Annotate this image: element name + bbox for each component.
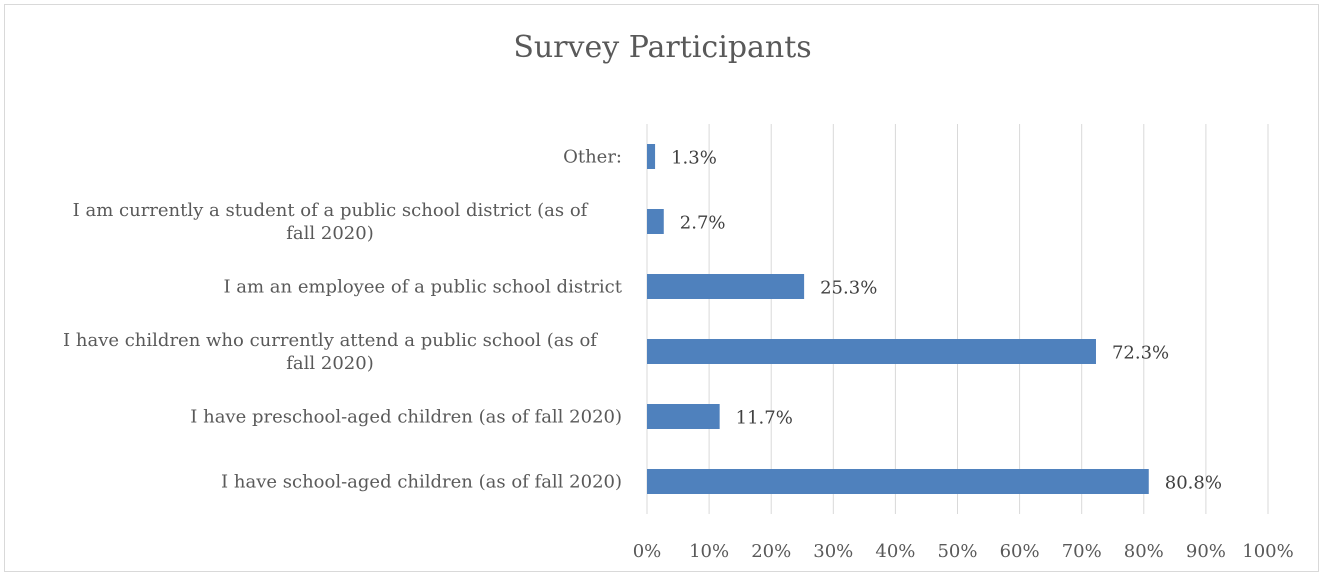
bar xyxy=(647,404,720,429)
data-label: 80.8% xyxy=(1165,473,1222,494)
data-label: 11.7% xyxy=(736,408,793,429)
category-label: I have preschool-aged children (as of fa… xyxy=(190,407,622,428)
bar xyxy=(647,274,805,299)
x-tick-label: 0% xyxy=(633,541,662,562)
x-tick-label: 100% xyxy=(1242,541,1293,562)
category-label-line: fall 2020) xyxy=(286,353,373,374)
x-tick-label: 90% xyxy=(1186,541,1226,562)
data-label: 1.3% xyxy=(671,148,717,169)
category-label-line: I am currently a student of a public sch… xyxy=(73,200,589,221)
bars: 1.3% 2.7% 25.3% 72.3% 11.7% 80.8% xyxy=(647,144,1222,494)
category-label: I have children who currently attend a p… xyxy=(63,330,598,374)
x-tick-label: 20% xyxy=(751,541,791,562)
x-tick-label: 40% xyxy=(875,541,915,562)
data-label: 2.7% xyxy=(680,213,726,234)
x-tick-label: 80% xyxy=(1124,541,1164,562)
x-tick-labels: 0% 10% 20% 30% 40% 50% 60% 70% 80% 90% 100% xyxy=(633,541,1294,562)
x-tick-label: 30% xyxy=(813,541,853,562)
category-label: I have school-aged children (as of fall … xyxy=(221,472,622,493)
x-tick-label: 60% xyxy=(1000,541,1040,562)
bar xyxy=(647,209,664,234)
category-label: Other: xyxy=(563,147,622,168)
x-tick-label: 50% xyxy=(937,541,977,562)
category-labels: Other: I am currently a student of a publ… xyxy=(63,147,623,493)
bar xyxy=(647,339,1096,364)
x-tick-label: 70% xyxy=(1062,541,1102,562)
data-label: 72.3% xyxy=(1112,343,1169,364)
category-label-line: I have children who currently attend a p… xyxy=(63,330,598,351)
gridlines xyxy=(646,124,1269,514)
category-label-line: I have preschool-aged children (as of fa… xyxy=(190,407,622,428)
category-label: I am currently a student of a public sch… xyxy=(73,200,589,244)
bar xyxy=(647,469,1149,494)
x-tick-label: 10% xyxy=(689,541,729,562)
category-label-line: Other: xyxy=(563,147,622,168)
bar xyxy=(647,144,656,169)
chart-title: Survey Participants xyxy=(513,30,812,65)
category-label-line: I am an employee of a public school dist… xyxy=(223,277,622,298)
category-label: I am an employee of a public school dist… xyxy=(223,277,622,298)
category-label-line: fall 2020) xyxy=(286,223,373,244)
category-label-line: I have school-aged children (as of fall … xyxy=(221,472,622,493)
data-label: 25.3% xyxy=(820,278,877,299)
